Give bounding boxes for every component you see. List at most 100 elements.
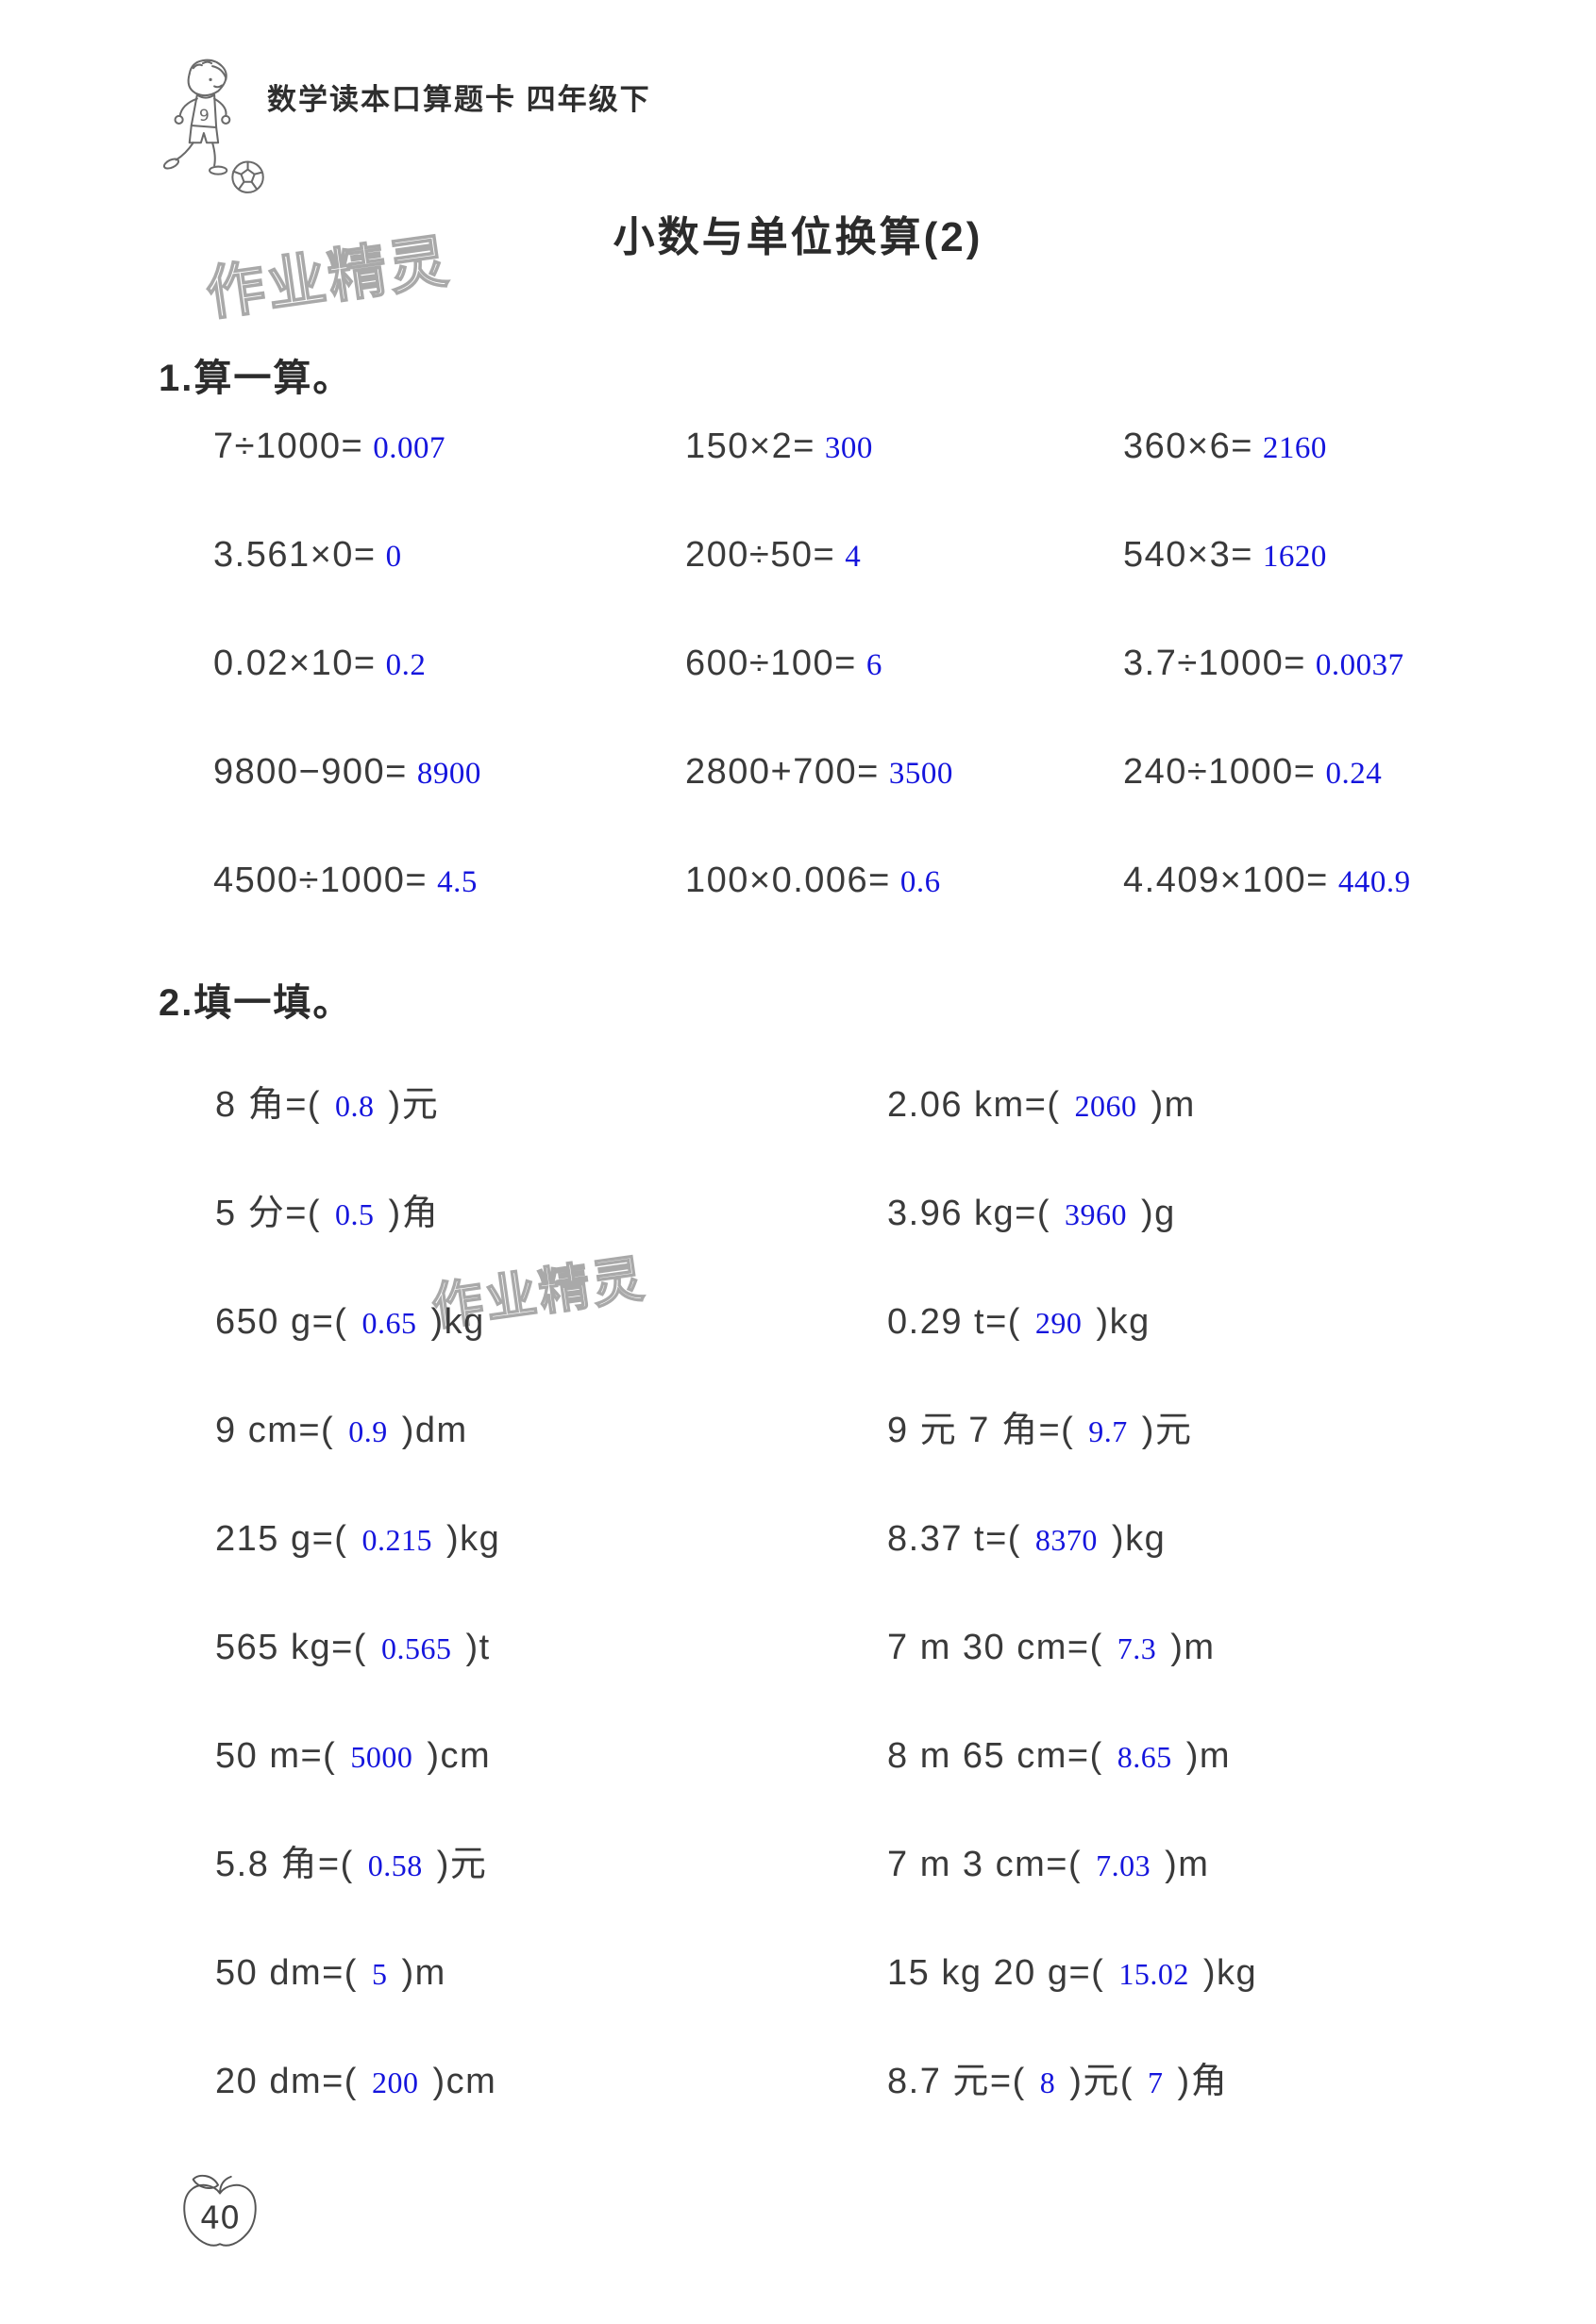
fill-text: )m: [1165, 1844, 1210, 1884]
fill-text: 650 g=(: [215, 1301, 348, 1342]
problem-text: 540×3=: [1123, 534, 1253, 575]
math-problem: 3.561×0= 0: [213, 537, 685, 573]
fill-text: )m: [1151, 1084, 1196, 1125]
math-problem: 4500÷1000= 4.5: [213, 862, 685, 898]
answer-value: 8.65: [1117, 1739, 1172, 1774]
answer-value: 8900: [416, 756, 481, 791]
math-problem: 100×0.006= 0.6: [685, 862, 1123, 898]
fill-text: 50 dm=(: [215, 1952, 358, 1993]
fill-item: 8.7 元=(8)元(7)角: [887, 2064, 1537, 2099]
fill-item: 0.29 t=( 290 )kg: [887, 1304, 1537, 1340]
fill-item: 565 kg=(0.565)t: [215, 1630, 887, 1665]
fill-item: 15 kg 20 g=(15.02)kg: [887, 1955, 1537, 1991]
fill-text: 5.8 角=(: [215, 1844, 354, 1884]
fill-text: )kg: [445, 1518, 501, 1559]
math-problem: 240÷1000= 0.24: [1123, 754, 1535, 790]
fill-text: 8.37 t=(: [887, 1518, 1021, 1559]
answer-value: 300: [824, 430, 873, 465]
answer-value: 0.58: [367, 1847, 423, 1882]
math-problem: 540×3= 1620: [1123, 537, 1535, 573]
problem-text: 240÷1000=: [1123, 751, 1317, 792]
fill-text: )dm: [401, 1410, 468, 1450]
answer-value: 8: [1039, 2065, 1056, 2099]
fill-text: )kg: [1111, 1518, 1167, 1559]
fill-text: 565 kg=(: [215, 1627, 367, 1667]
fill-text: )元: [1141, 1410, 1193, 1450]
answer-value: 0: [385, 539, 402, 574]
answer-value: 0.65: [361, 1305, 417, 1340]
fill-text: )kg: [1202, 1952, 1258, 1993]
fill-item: 50 m=(5000)cm: [215, 1738, 887, 1774]
answer-value: 0.0037: [1315, 647, 1404, 682]
fill-item: 20 dm=(200)cm: [215, 2064, 887, 2099]
math-problem: 2800+700= 3500: [685, 754, 1123, 790]
answer-value: 6: [865, 647, 882, 682]
math-problem: 200÷50= 4: [685, 537, 1123, 573]
answer-value: 0.2: [385, 647, 427, 682]
math-problem: 4.409×100= 440.9: [1123, 862, 1535, 898]
booklet-header: 数学读本口算题卡 四年级下: [267, 83, 651, 116]
problem-text: 2800+700=: [685, 751, 880, 792]
answer-value: 0.9: [348, 1413, 388, 1448]
math-problem: 0.02×10= 0.2: [213, 645, 685, 681]
answer-value: 200: [371, 2065, 419, 2099]
fill-item: 5.8 角=( 0.58 )元: [215, 1847, 887, 1882]
fill-text: )元(: [1069, 2061, 1134, 2101]
fill-text: )kg: [1096, 1301, 1151, 1342]
fill-item: 8 角=( 0.8 )元: [215, 1087, 887, 1123]
fill-text: 8 角=(: [215, 1084, 322, 1125]
fill-text: 7 m 30 cm=(: [887, 1627, 1103, 1667]
math-problem: 9800−900= 8900: [213, 754, 685, 790]
section-2-heading: 2.填一填。: [159, 982, 353, 1024]
fill-text: 50 m=(: [215, 1735, 337, 1776]
problem-text: 9800−900=: [213, 751, 408, 792]
answer-value: 0.24: [1325, 756, 1383, 791]
answer-value: 2160: [1262, 430, 1327, 465]
fill-item: 9 元 7 角=(9.7)元: [887, 1413, 1537, 1448]
page-title: 小数与单位换算(2): [613, 214, 983, 260]
fill-text: )m: [401, 1952, 446, 1993]
fill-item: 8.37 t=(8370)kg: [887, 1521, 1537, 1557]
fill-item: 8 m 65 cm=(8.65)m: [887, 1738, 1537, 1774]
math-problem: 360×6= 2160: [1123, 428, 1535, 464]
answer-value: 3960: [1065, 1196, 1127, 1231]
fill-text: )角: [388, 1193, 440, 1233]
section-2-fill-grid: 8 角=(0.8)元 5 分=(0.5)角 650 g=(0.65)kg 9 c…: [215, 1050, 1537, 2135]
answer-value: 5: [371, 1956, 388, 1991]
section-1-heading: 1.算一算。: [159, 358, 353, 399]
fill-text: 215 g=(: [215, 1518, 348, 1559]
math-problem: 3.7÷1000= 0.0037: [1123, 645, 1535, 681]
problem-text: 360×6=: [1123, 426, 1253, 466]
problem-text: 3.561×0=: [213, 534, 377, 575]
fill-text: )元: [436, 1844, 488, 1884]
fill-text: 2.06 km=(: [887, 1084, 1061, 1125]
answer-value: 7.03: [1096, 1847, 1151, 1882]
fill-text: 7 m 3 cm=(: [887, 1844, 1083, 1884]
fill-item: 7 m 30 cm=(7.3)m: [887, 1630, 1537, 1665]
fill-text: )kg: [430, 1301, 485, 1342]
answer-value: 0.8: [335, 1088, 375, 1123]
problem-text: 200÷50=: [685, 534, 836, 575]
fill-text: 0.29 t=(: [887, 1301, 1021, 1342]
answer-value: 290: [1034, 1305, 1083, 1340]
fill-item: 9 cm=(0.9)dm: [215, 1413, 887, 1448]
page-number: 40: [200, 2199, 240, 2236]
fill-text: 5 分=(: [215, 1193, 322, 1233]
fill-text: 3.96 kg=(: [887, 1193, 1050, 1233]
fill-text: 15 kg 20 g=(: [887, 1952, 1105, 1993]
answer-value: 7: [1148, 2065, 1164, 2099]
fill-item: 5 分=(0.5)角: [215, 1195, 887, 1231]
fill-text: )元: [388, 1084, 440, 1125]
fill-text: 8.7 元=(: [887, 2061, 1026, 2101]
problem-text: 3.7÷1000=: [1123, 643, 1306, 683]
problem-text: 4.409×100=: [1123, 860, 1329, 900]
section-1-problem-grid: 7÷1000= 0.007 150×2= 300 360×6= 2160 3.561×…: [213, 392, 1535, 934]
answer-value: 9.7: [1088, 1413, 1128, 1448]
answer-value: 2060: [1074, 1088, 1137, 1123]
fill-text: )cm: [427, 1735, 492, 1776]
fill-text: 8 m 65 cm=(: [887, 1735, 1103, 1776]
boy-kicking-ball-illustration: 9: [162, 59, 264, 193]
svg-text:9: 9: [199, 107, 210, 125]
fill-item: 3.96 kg=(3960)g: [887, 1195, 1537, 1231]
